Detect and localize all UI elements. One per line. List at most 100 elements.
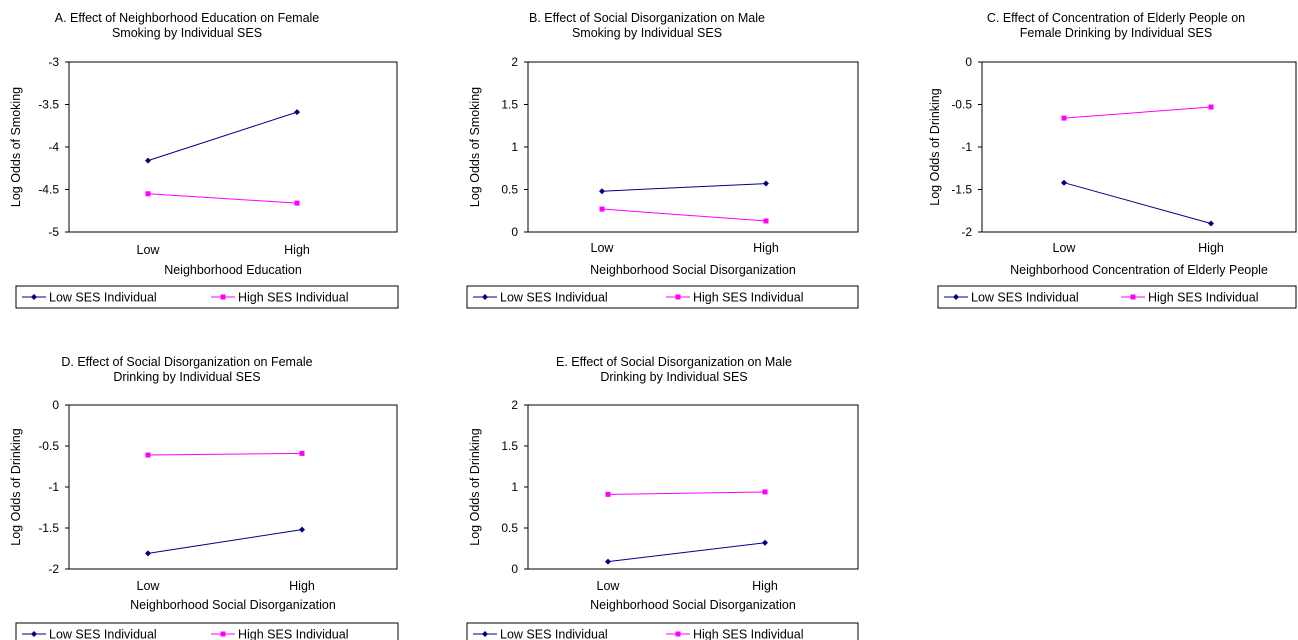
panel-d-legend-box	[15, 622, 399, 640]
panel-b-legend-marker-high-ses	[675, 294, 681, 300]
panel-a-legend: Low SES Individual High SES Individual	[15, 285, 399, 309]
panel-d-legend-label-high-ses: High SES Individual	[238, 628, 348, 640]
panel-c-point-high-ses	[1061, 115, 1067, 121]
panel-a-legend-marker-low-ses	[31, 294, 37, 300]
panel-a-y-tick-label: -3	[48, 55, 59, 69]
panel-e-y-tick-label: 1.5	[501, 439, 518, 453]
panel-c-y-tick-label: -2	[961, 225, 972, 239]
panel-d-x-tick-label: High	[289, 579, 315, 593]
panel-b-legend: Low SES Individual High SES Individual	[466, 285, 859, 309]
panel-e-legend-marker-low-ses	[482, 631, 488, 637]
panel-b-point-high-ses	[599, 206, 605, 212]
panel-b-x-tick-label: High	[753, 241, 779, 255]
panel-d-point-high-ses	[299, 450, 305, 456]
panel-a-point-low-ses	[145, 157, 151, 164]
panel-c-point-low-ses	[1061, 179, 1067, 186]
panel-d-plot-area	[68, 404, 398, 570]
panel-e-point-high-ses	[605, 491, 611, 497]
panel-a-y-tick-label: -3.5	[38, 98, 59, 112]
panel-d-legend: Low SES Individual High SES Individual	[15, 622, 399, 640]
panel-b-title-line: B. Effect of Social Disorganization on M…	[529, 11, 765, 25]
panel-b-legend-marker-low-ses	[482, 294, 488, 300]
panel-e-chart: E. Effect of Social Disorganization on M…	[466, 355, 859, 640]
panel-c-y-tick-label: -0.5	[951, 98, 972, 112]
panel-e-x-tick-label: Low	[597, 579, 621, 593]
panel-e-title-line: E. Effect of Social Disorganization on M…	[556, 355, 792, 369]
panel-b-y-tick-label: 1.5	[501, 98, 518, 112]
panel-e-y-tick-label: 0.5	[501, 521, 518, 535]
panel-b-legend-box	[466, 285, 859, 309]
panel-d-legend-label-low-ses: Low SES Individual	[49, 628, 157, 640]
panel-d-legend-marker-high-ses	[220, 631, 226, 637]
panel-c-x-tick-label: High	[1198, 241, 1224, 255]
panel-e-legend-label-low-ses: Low SES Individual	[500, 628, 608, 640]
panel-d-y-tick-label: 0	[52, 398, 59, 412]
panel-a-title-line: Smoking by Individual SES	[112, 26, 262, 40]
panel-c-legend-label-low-ses: Low SES Individual	[971, 291, 1079, 305]
panel-a-legend-marker-high-ses	[220, 294, 226, 300]
panel-a-series-high-ses-line	[147, 193, 298, 204]
panel-b-point-high-ses	[763, 218, 769, 224]
panel-a-legend-label-high-ses: High SES Individual	[238, 291, 348, 305]
panel-e-point-low-ses	[605, 558, 611, 565]
panel-e-x-tick-label: High	[752, 579, 778, 593]
panel-a-legend-box	[15, 285, 399, 309]
panel-e-title-line: Drinking by Individual SES	[600, 370, 747, 384]
panel-c-chart: C. Effect of Concentration of Elderly Pe…	[928, 11, 1297, 309]
panel-d-legend-marker-low-ses	[31, 631, 37, 637]
panel-a-chart: A. Effect of Neighborhood Education on F…	[9, 11, 399, 309]
panel-a-point-high-ses	[294, 200, 300, 206]
panel-a-series-low-ses-line	[147, 111, 298, 162]
panel-b-y-tick-label: 0.5	[501, 183, 518, 197]
panel-d-title-line: D. Effect of Social Disorganization on F…	[61, 355, 312, 369]
panel-c-y-tick-label: -1	[961, 140, 972, 154]
panel-c-x-tick-label: Low	[1053, 241, 1077, 255]
panel-a-y-axis-title: Log Odds of Smoking	[9, 87, 23, 207]
panel-d-y-tick-label: -2	[48, 562, 59, 576]
panel-b-series-high-ses-line	[601, 208, 767, 222]
panel-c-legend-label-high-ses: High SES Individual	[1148, 291, 1258, 305]
panel-a-x-tick-label: High	[284, 243, 310, 257]
panel-d-point-low-ses	[145, 550, 151, 557]
panel-a-x-tick-label: Low	[137, 243, 161, 257]
panel-c-legend-box	[937, 285, 1297, 309]
panel-c-title-line: Female Drinking by Individual SES	[1020, 26, 1212, 40]
panel-c-series-low-ses-line	[1063, 182, 1212, 224]
panel-c-x-axis-title: Neighborhood Concentration of Elderly Pe…	[1010, 263, 1268, 277]
panel-e-y-tick-label: 1	[511, 480, 518, 494]
panel-a-y-tick-label: -5	[48, 225, 59, 239]
panel-b-y-tick-label: 0	[511, 225, 518, 239]
panel-a-y-tick-label: -4	[48, 140, 59, 154]
panel-d-chart: D. Effect of Social Disorganization on F…	[9, 355, 399, 640]
panel-e-series-high-ses-line	[607, 491, 766, 495]
panel-b-chart: B. Effect of Social Disorganization on M…	[466, 11, 859, 309]
panel-e-legend-label-high-ses: High SES Individual	[693, 628, 803, 640]
panel-e-plot-area	[527, 404, 859, 570]
panel-e-x-axis-title: Neighborhood Social Disorganization	[590, 598, 796, 612]
panel-c-y-axis-title: Log Odds of Drinking	[928, 88, 942, 205]
panel-b-y-tick-label: 1	[511, 140, 518, 154]
panel-b-title-line: Smoking by Individual SES	[572, 26, 722, 40]
panel-e-legend-box	[466, 622, 859, 640]
panel-e-legend-marker-high-ses	[675, 631, 681, 637]
panel-b-x-tick-label: Low	[591, 241, 615, 255]
panel-d-series-low-ses-line	[147, 529, 303, 554]
panel-e-point-low-ses	[762, 539, 768, 546]
panel-a-point-low-ses	[294, 109, 300, 116]
panel-c-point-low-ses	[1208, 220, 1214, 227]
panel-d-x-axis-title: Neighborhood Social Disorganization	[130, 598, 336, 612]
panel-d-y-tick-label: -1	[48, 480, 59, 494]
panel-c-y-tick-label: -1.5	[951, 183, 972, 197]
panel-b-point-low-ses	[599, 188, 605, 195]
panel-e-point-high-ses	[762, 489, 768, 495]
panel-b-legend-label-low-ses: Low SES Individual	[500, 291, 608, 305]
panel-e-y-tick-label: 0	[511, 562, 518, 576]
panel-a-y-tick-label: -4.5	[38, 183, 59, 197]
panel-b-legend-label-high-ses: High SES Individual	[693, 291, 803, 305]
panel-c-y-tick-label: 0	[965, 55, 972, 69]
panel-b-plot-area	[527, 61, 859, 233]
panel-c-legend-marker-low-ses	[953, 294, 959, 300]
panel-e-series-low-ses-line	[607, 542, 766, 563]
panel-d-y-axis-title: Log Odds of Drinking	[9, 428, 23, 545]
